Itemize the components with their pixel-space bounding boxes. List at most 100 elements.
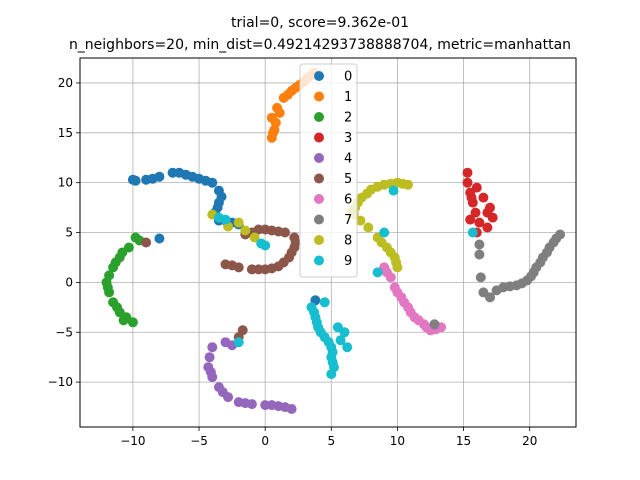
point-class-7 — [475, 272, 486, 283]
point-class-3 — [474, 217, 485, 228]
point-class-5 — [141, 237, 152, 248]
point-class-7 — [491, 285, 502, 296]
point-class-5 — [227, 260, 238, 271]
point-class-3 — [462, 167, 473, 178]
legend: 0 1 2 3 4 5 6 7 8 9 — [299, 63, 358, 278]
legend-label-1: 1 — [344, 90, 352, 105]
legend-label-9: 9 — [344, 254, 352, 269]
legend-marker-3 — [314, 132, 324, 143]
legend-marker-6 — [314, 194, 324, 204]
point-class-9 — [335, 335, 346, 346]
point-class-7 — [531, 262, 542, 273]
point-class-7 — [429, 319, 440, 330]
legend-marker-1 — [314, 91, 324, 102]
series-4 — [203, 337, 297, 414]
point-class-0 — [212, 202, 223, 213]
point-class-5 — [290, 237, 301, 248]
point-class-9 — [327, 347, 338, 358]
point-class-1 — [274, 107, 285, 118]
y-tick-label: −10 — [48, 375, 73, 389]
point-class-9 — [315, 327, 326, 338]
point-class-0 — [154, 233, 165, 244]
point-class-4 — [217, 387, 228, 398]
point-class-3 — [482, 207, 493, 218]
legend-label-4: 4 — [344, 152, 352, 167]
series-6 — [379, 262, 447, 336]
point-class-9 — [372, 267, 383, 278]
point-class-5 — [260, 224, 271, 235]
point-class-7 — [504, 281, 515, 292]
point-class-2 — [127, 317, 138, 328]
point-class-4 — [207, 342, 218, 353]
point-class-7 — [537, 252, 548, 263]
point-class-9 — [323, 337, 334, 348]
point-class-0 — [174, 167, 185, 178]
point-class-7 — [551, 233, 562, 244]
point-class-3 — [471, 182, 482, 193]
point-class-8 — [355, 215, 366, 226]
point-class-9 — [311, 317, 322, 328]
y-tick-label: −5 — [55, 325, 73, 339]
x-tick-label: −10 — [120, 434, 145, 448]
point-class-7 — [516, 278, 527, 289]
point-class-9 — [233, 337, 244, 348]
series-5 — [141, 224, 301, 343]
point-class-8 — [240, 225, 251, 236]
legend-label-5: 5 — [344, 172, 352, 187]
point-class-5 — [278, 257, 289, 268]
point-class-9 — [319, 297, 330, 308]
point-class-5 — [286, 247, 297, 258]
point-class-2 — [110, 257, 121, 268]
legend-label-0: 0 — [344, 70, 352, 85]
point-class-9 — [467, 227, 478, 238]
point-class-0 — [187, 171, 198, 182]
series-9 — [213, 185, 478, 380]
point-class-4 — [204, 352, 215, 363]
point-class-1 — [268, 127, 279, 138]
point-class-8 — [249, 232, 260, 243]
legend-marker-5 — [314, 173, 324, 184]
point-class-6 — [421, 322, 432, 333]
chart-title-line-1: trial=0, score=9.362e-01 — [231, 15, 409, 31]
point-class-1 — [282, 89, 293, 100]
point-class-8 — [376, 237, 387, 248]
point-class-2 — [104, 270, 115, 281]
point-class-9 — [326, 369, 337, 380]
point-class-0 — [130, 175, 141, 186]
y-tick-label: 20 — [58, 76, 73, 90]
legend-marker-2 — [314, 112, 324, 122]
point-class-7 — [485, 292, 495, 303]
legend-label-8: 8 — [344, 234, 352, 249]
point-class-2 — [112, 302, 122, 313]
point-class-4 — [205, 367, 216, 378]
legend-marker-0 — [314, 71, 324, 81]
legend-label-6: 6 — [344, 193, 352, 208]
point-class-6 — [413, 315, 424, 326]
legend-label-2: 2 — [344, 111, 352, 126]
legend-label-7: 7 — [344, 213, 352, 228]
point-class-6 — [399, 297, 410, 308]
plot-frame — [79, 57, 577, 428]
y-tick-label: 5 — [65, 226, 73, 240]
point-class-2 — [118, 315, 129, 326]
legend-marker-7 — [314, 214, 324, 225]
point-class-8 — [391, 257, 402, 268]
point-class-0 — [200, 175, 211, 186]
point-class-3 — [465, 214, 476, 225]
point-class-6 — [405, 307, 416, 318]
x-tick-label: −5 — [190, 434, 208, 448]
point-class-3 — [478, 192, 489, 203]
point-class-8 — [385, 247, 396, 258]
y-tick-label: 10 — [58, 176, 73, 190]
point-class-9 — [309, 307, 320, 318]
point-class-9 — [332, 322, 343, 333]
point-class-8 — [372, 181, 383, 192]
point-class-3 — [470, 207, 481, 218]
point-class-9 — [342, 342, 353, 353]
x-tick-label: 0 — [261, 434, 269, 448]
point-class-9 — [220, 214, 231, 225]
point-class-3 — [482, 222, 493, 233]
point-class-7 — [474, 249, 485, 260]
